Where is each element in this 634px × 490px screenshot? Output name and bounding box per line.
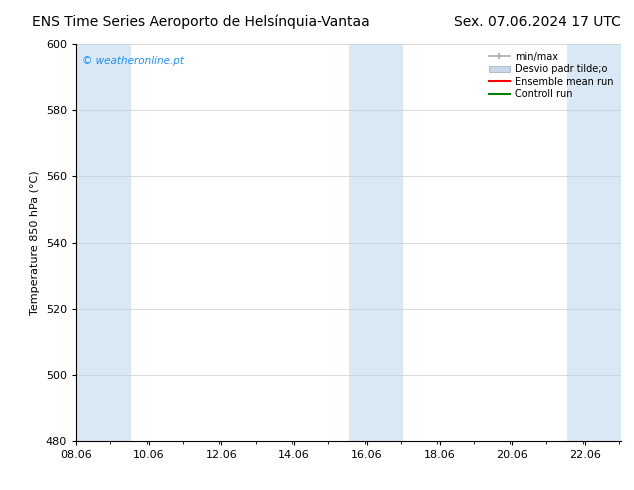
Legend: min/max, Desvio padr tilde;o, Ensemble mean run, Controll run: min/max, Desvio padr tilde;o, Ensemble m… <box>486 49 616 102</box>
Bar <box>76 44 131 441</box>
Text: ENS Time Series Aeroporto de Helsínquia-Vantaa: ENS Time Series Aeroporto de Helsínquia-… <box>32 15 370 29</box>
Text: © weatheronline.pt: © weatheronline.pt <box>82 56 183 66</box>
Text: Sex. 07.06.2024 17 UTC: Sex. 07.06.2024 17 UTC <box>455 15 621 29</box>
Bar <box>567 44 621 441</box>
Bar <box>349 44 403 441</box>
Y-axis label: Temperature 850 hPa (°C): Temperature 850 hPa (°C) <box>30 170 40 315</box>
